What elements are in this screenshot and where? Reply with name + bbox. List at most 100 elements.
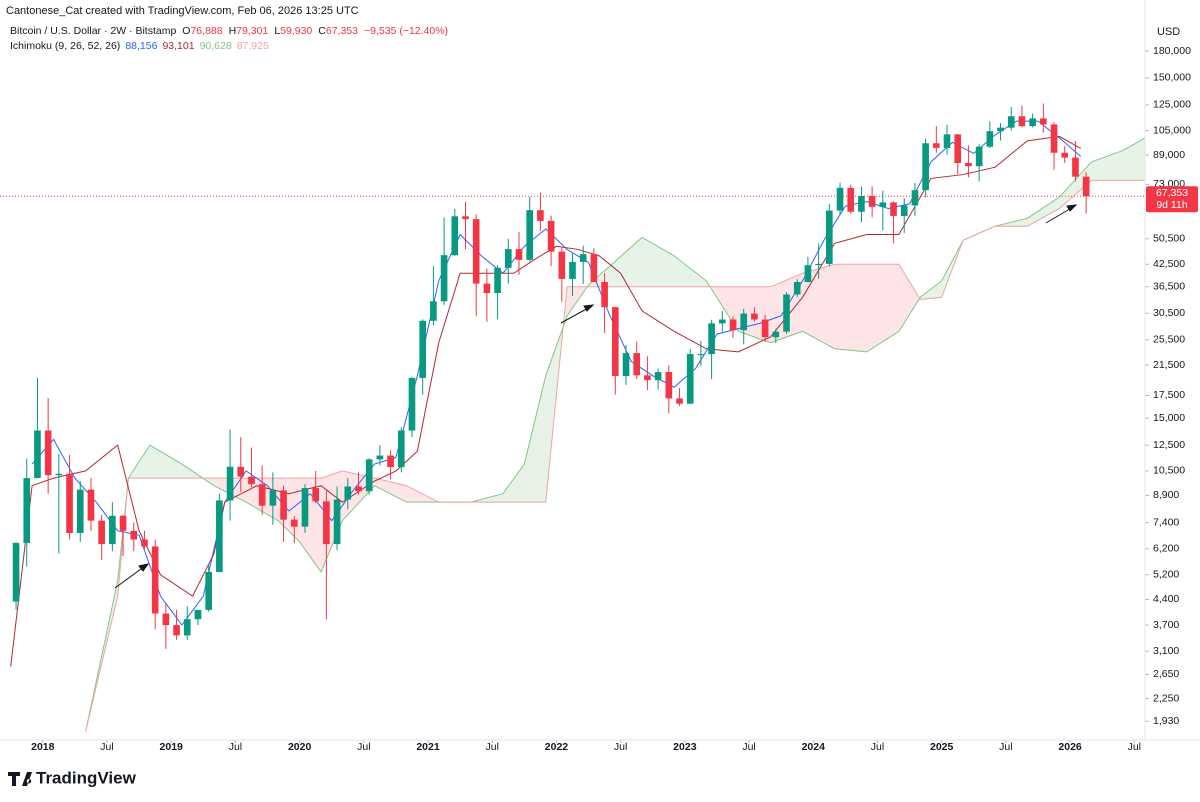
candle-body	[34, 430, 41, 479]
candle-body	[344, 486, 352, 500]
y-tick-label: 89,000	[1153, 149, 1185, 161]
candle-body	[216, 500, 223, 572]
ichimoku-line	[10, 135, 1082, 667]
indicator-value: 93,101	[162, 40, 194, 52]
x-tick-label: 2025	[930, 741, 954, 753]
x-tick-label: 2026	[1058, 741, 1082, 753]
x-tick-label: Jul	[742, 741, 755, 753]
candle-body	[1040, 118, 1047, 125]
candle-body	[301, 488, 309, 527]
ohlc-value: −9,535 (−12.40%)	[364, 25, 448, 37]
ohlc-value: 79,301	[236, 25, 268, 37]
candle-body	[868, 195, 876, 207]
candle-body	[130, 530, 138, 540]
y-tick-label: 25,500	[1153, 334, 1185, 346]
candle-body	[290, 519, 298, 527]
x-tick-label: 2020	[288, 741, 312, 753]
cloud-segment	[149, 445, 182, 479]
symbol: Bitcoin / U.S. Dollar · 2W · Bitstamp	[10, 25, 176, 37]
ohlc-key: L	[274, 25, 280, 37]
ohlc-key: C	[318, 25, 326, 37]
x-tick-label: 2018	[31, 741, 55, 753]
candle-body	[633, 353, 641, 376]
x-tick-label: 2022	[545, 741, 569, 753]
candle-body	[1072, 157, 1079, 177]
arrow	[114, 565, 146, 589]
candle-body	[483, 283, 491, 293]
arrow-head	[138, 563, 150, 572]
y-tick-label: 36,500	[1153, 281, 1185, 293]
cloud-segment	[866, 264, 899, 352]
candle-body	[943, 134, 951, 148]
y-tick-label: 10,500	[1153, 465, 1185, 477]
candle-body	[708, 323, 715, 355]
candle-body	[922, 143, 929, 191]
candle-body	[793, 282, 801, 295]
candle-body	[194, 609, 202, 620]
cloud-segment	[642, 237, 675, 287]
candle-body	[1061, 152, 1069, 158]
logo: TradingView	[8, 768, 137, 787]
candle-body	[440, 255, 448, 302]
candle-body	[119, 515, 127, 531]
candle-body	[665, 372, 673, 399]
candle-body	[23, 478, 31, 543]
candle-body	[847, 187, 855, 212]
x-tick-label: Jul	[229, 741, 242, 753]
indicator-value: 88,156	[125, 40, 157, 52]
candle-body	[676, 398, 683, 404]
candle-body	[226, 466, 234, 501]
candle-body	[408, 377, 416, 431]
candle-body	[858, 195, 865, 212]
candle-body	[997, 127, 1004, 132]
candle-body	[12, 542, 20, 602]
candle-body	[387, 455, 394, 468]
x-tick-label: Jul	[999, 741, 1012, 753]
y-tick-label: 2,250	[1153, 692, 1179, 704]
cloud-segment	[609, 237, 643, 287]
candle-body	[879, 202, 887, 207]
logo-text: TradingView	[36, 768, 137, 787]
y-tick-label: 8,900	[1153, 489, 1179, 501]
price-label-value: 67,353	[1156, 187, 1188, 199]
candle-body	[729, 319, 737, 331]
logo-mark	[8, 772, 32, 786]
y-tick-label: 2,650	[1153, 668, 1179, 680]
x-tick-label: 2023	[673, 741, 697, 753]
y-tick-label: 4,400	[1153, 593, 1179, 605]
candle-body	[547, 220, 555, 252]
arrow	[560, 306, 591, 324]
candle-body	[55, 473, 63, 476]
candle-body	[451, 216, 459, 256]
candle-body	[965, 163, 972, 167]
candle-body	[419, 320, 427, 378]
x-tick-label: 2024	[802, 741, 826, 753]
candle-body	[954, 134, 962, 164]
candle-body	[183, 619, 191, 636]
candle-body	[397, 430, 405, 468]
candle-body	[141, 539, 148, 547]
candle-body	[686, 354, 694, 404]
symbol-legend: Bitcoin / U.S. Dollar · 2W · Bitstamp O76…	[10, 25, 448, 37]
y-tick-label: 21,500	[1153, 359, 1185, 371]
cloud-segment	[674, 255, 707, 287]
cloud-segment	[834, 264, 867, 352]
x-tick-label: 2021	[416, 741, 440, 753]
candle-body	[1018, 116, 1026, 127]
candle-body	[804, 265, 812, 283]
cloud-segment	[898, 264, 921, 332]
price-countdown: 9d 11h	[1156, 199, 1187, 211]
candle-body	[365, 459, 373, 492]
candle-body	[772, 331, 780, 338]
y-tick-label: 15,000	[1153, 412, 1185, 424]
cloud-segment	[502, 464, 525, 503]
candle-body	[526, 210, 534, 260]
candle-body	[558, 251, 566, 279]
y-tick-label: 150,000	[1153, 72, 1191, 84]
candle-body	[1007, 116, 1015, 128]
y-tick-label: 105,000	[1153, 124, 1191, 136]
